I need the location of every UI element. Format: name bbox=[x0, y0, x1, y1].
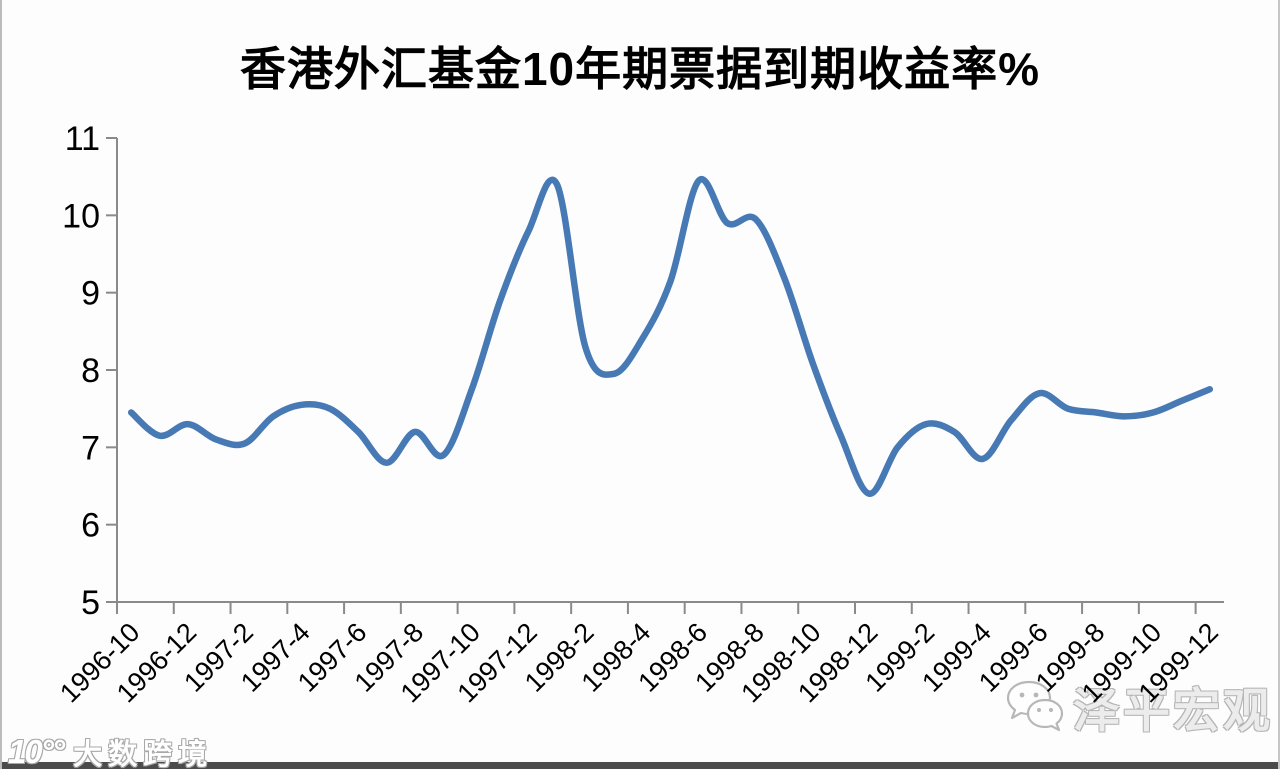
yield-series-line bbox=[127, 175, 1214, 497]
y-tick-label: 10 bbox=[62, 197, 100, 235]
y-tick-label: 11 bbox=[65, 120, 100, 158]
watermark-zeping: 泽平宏观 bbox=[999, 672, 1273, 745]
watermark-zeping-text: 泽平宏观 bbox=[1073, 684, 1273, 737]
bottom-bar bbox=[2, 762, 1278, 769]
chart-title: 香港外汇基金10年期票据到期收益率% bbox=[239, 43, 1041, 95]
y-tick-label: 6 bbox=[81, 507, 100, 545]
wechat-icon bbox=[999, 672, 1067, 745]
watermark-dashu-text: 大数跨境 bbox=[73, 739, 214, 769]
dashu-logo: 10°° bbox=[8, 733, 65, 769]
y-tick-label: 9 bbox=[81, 275, 100, 313]
y-tick-label: 7 bbox=[81, 429, 100, 467]
watermark-dashu: 10°° 大数跨境 bbox=[8, 731, 213, 769]
y-tick-label: 8 bbox=[81, 352, 100, 390]
y-tick-label: 5 bbox=[81, 584, 100, 622]
